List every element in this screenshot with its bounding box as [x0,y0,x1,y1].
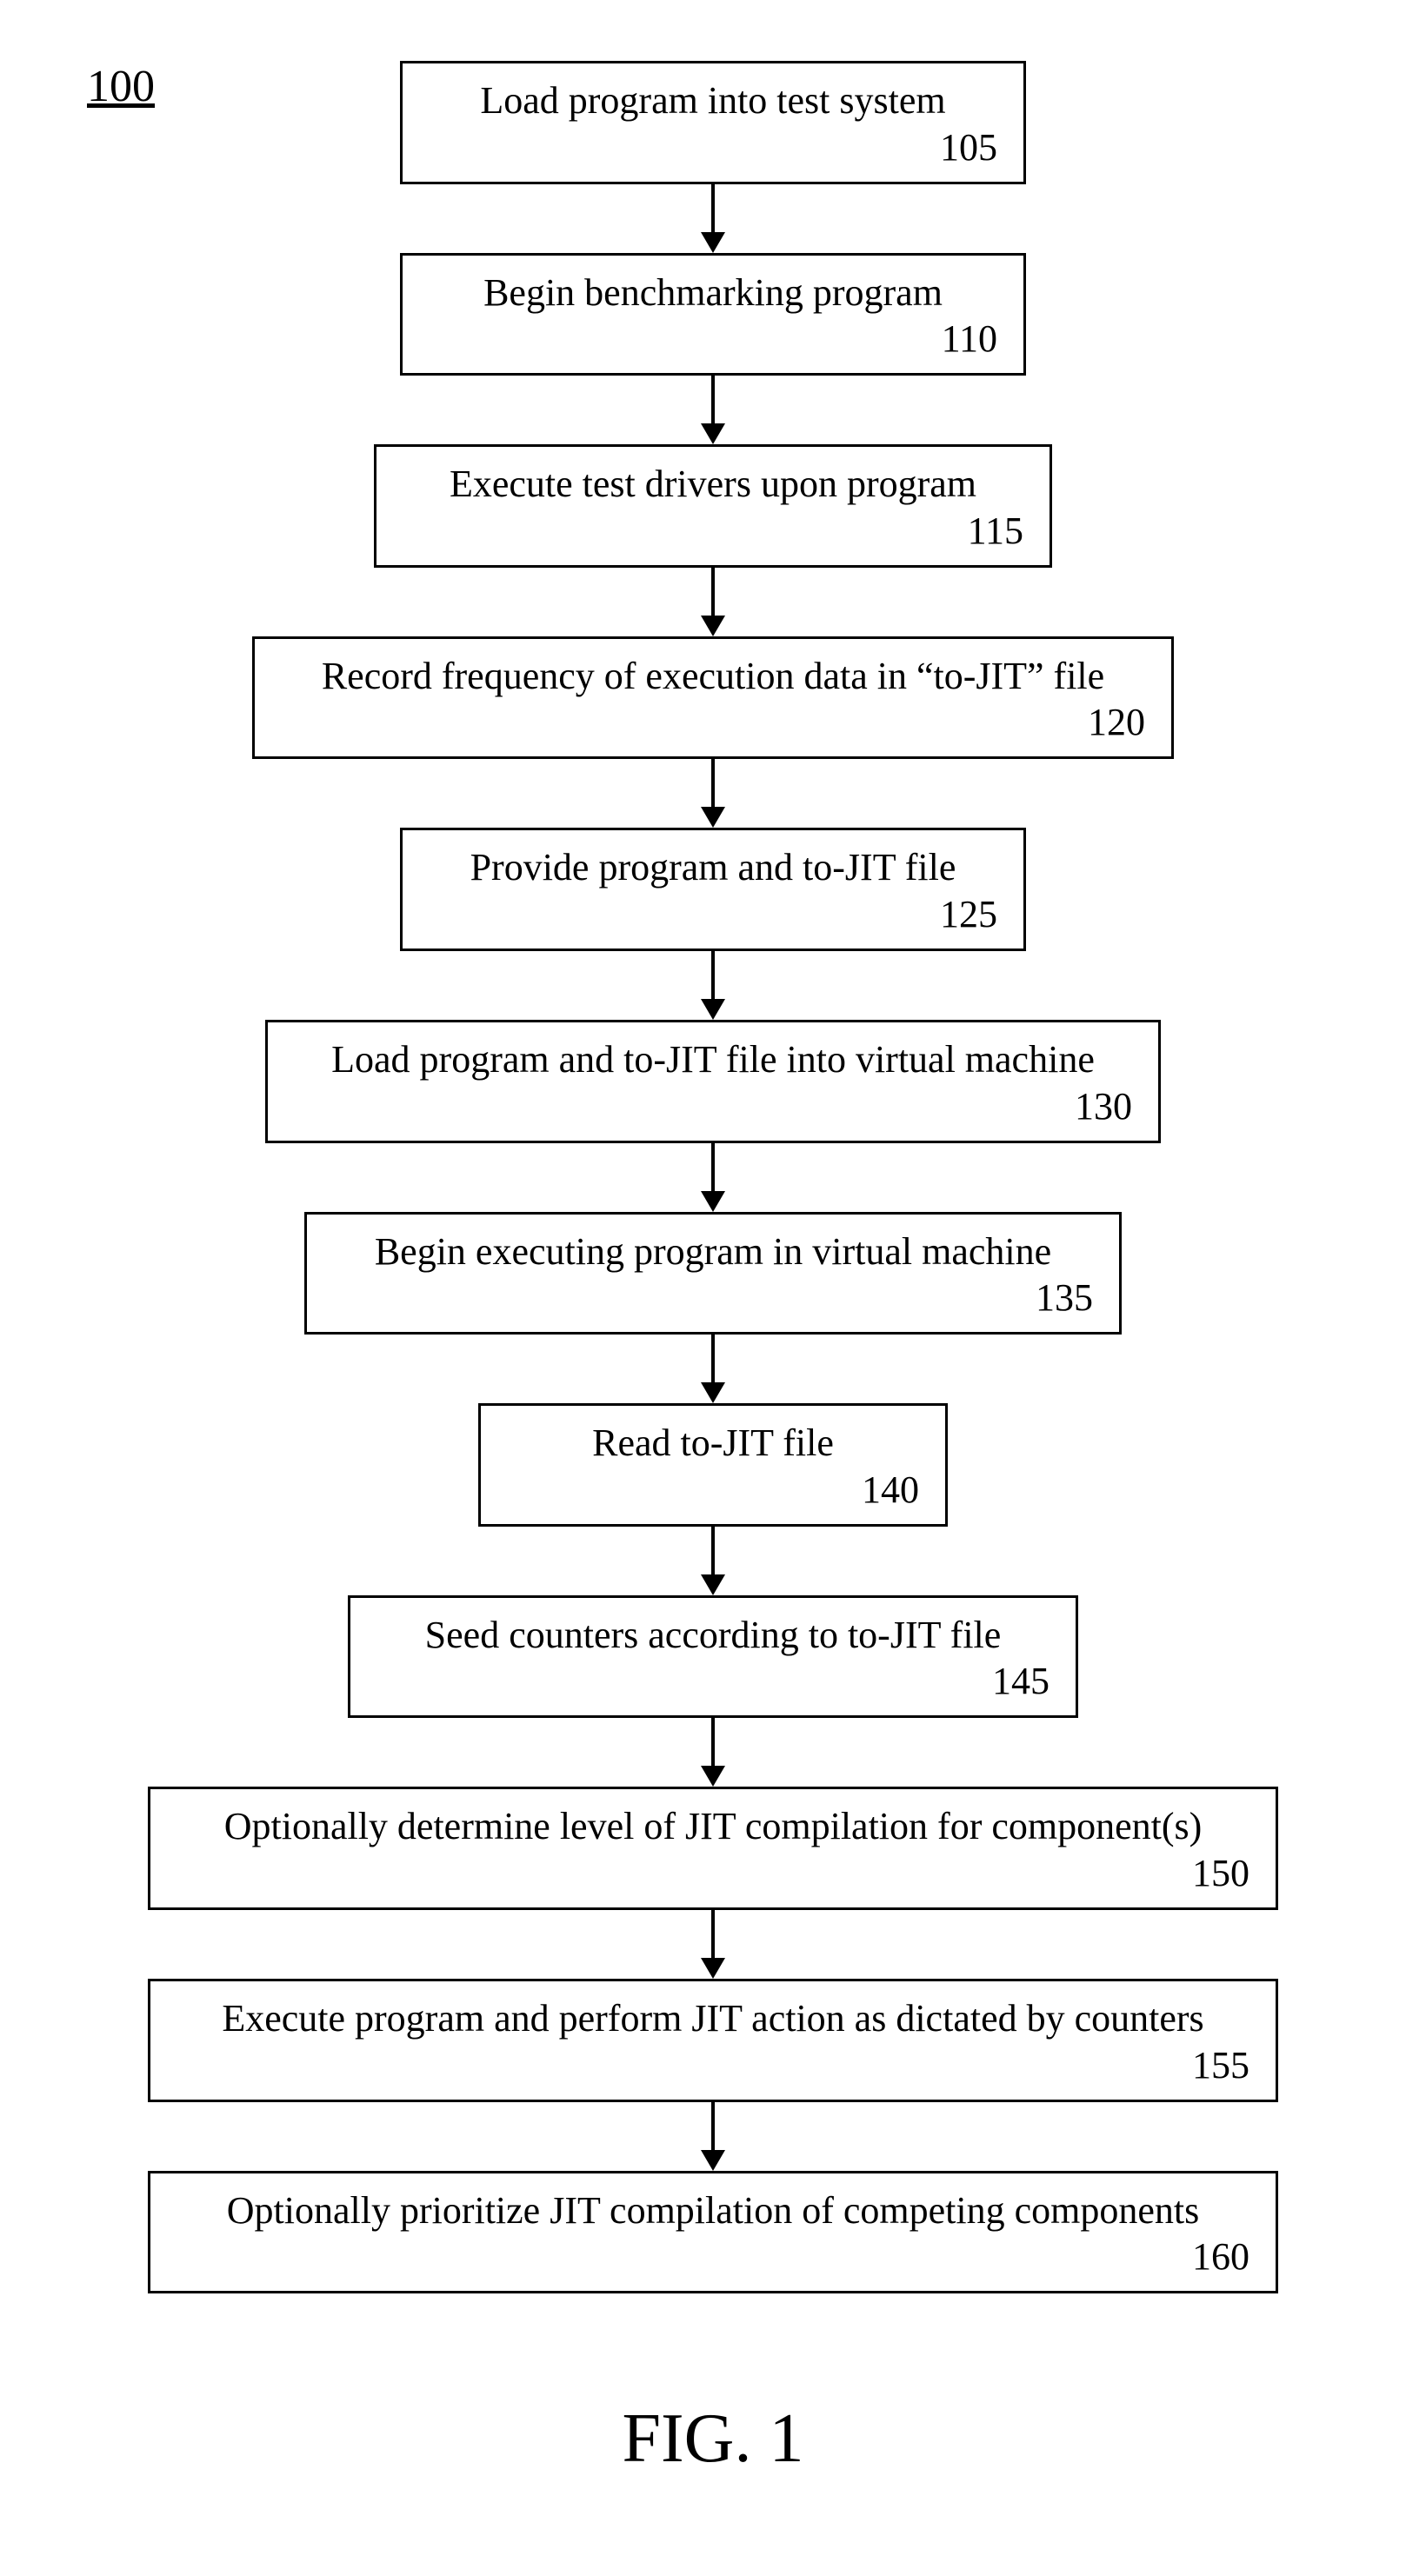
flow-node-label: Record frequency of execution data in “t… [322,655,1104,699]
flow-node-number: 105 [940,125,997,170]
flow-node-label: Seed counters according to to-JIT file [425,1614,1002,1658]
flow-node: Execute program and perform JIT action a… [148,1979,1278,2102]
arrow-down-icon [701,951,725,1020]
figure-number: 100 [87,61,155,112]
flow-node-number: 110 [942,316,997,361]
flow-node: Optionally prioritize JIT compilation of… [148,2171,1278,2294]
arrow-down-icon [701,568,725,636]
arrow-down-icon [701,1335,725,1403]
arrow-down-icon [701,2102,725,2171]
arrow-down-icon [701,1143,725,1212]
flow-node-label: Read to-JIT file [592,1421,834,1466]
arrow-down-icon [701,1527,725,1595]
flow-node-label: Load program and to-JIT file into virtua… [331,1038,1095,1082]
flowchart: Load program into test system105 Begin be… [148,61,1278,2293]
arrow-down-icon [701,759,725,828]
flow-node-number: 125 [940,892,997,936]
flow-node-number: 130 [1075,1084,1132,1128]
arrow-down-icon [701,376,725,444]
flow-node: Begin benchmarking program110 [400,253,1026,376]
arrow-down-icon [701,184,725,253]
page: 100 Load program into test system105 Begi… [0,0,1426,2576]
flow-node-label: Load program into test system [480,79,945,123]
flow-node: Begin executing program in virtual machi… [304,1212,1122,1335]
flow-node: Provide program and to-JIT file125 [400,828,1026,951]
flow-node: Load program and to-JIT file into virtua… [265,1020,1161,1143]
flow-node-number: 140 [862,1468,919,1512]
flow-node-label: Begin executing program in virtual machi… [375,1230,1051,1275]
flow-node: Load program into test system105 [400,61,1026,184]
flow-node-label: Optionally prioritize JIT compilation of… [227,2189,1200,2233]
arrow-down-icon [701,1910,725,1979]
flow-node-number: 150 [1192,1851,1249,1895]
arrow-down-icon [701,1718,725,1787]
flow-node: Record frequency of execution data in “t… [252,636,1174,760]
flow-node: Seed counters according to to-JIT file14… [348,1595,1078,1719]
flow-node: Optionally determine level of JIT compil… [148,1787,1278,1910]
flow-node-number: 155 [1192,2043,1249,2087]
flow-node-number: 160 [1192,2234,1249,2279]
flow-node-label: Provide program and to-JIT file [470,846,956,890]
flow-node-number: 120 [1088,700,1145,744]
figure-caption: FIG. 1 [623,2400,804,2479]
flow-node: Read to-JIT file 140 [478,1403,948,1527]
flow-node-label: Execute test drivers upon program [450,463,976,507]
flow-node-label: Execute program and perform JIT action a… [222,1997,1203,2041]
flow-node-label: Optionally determine level of JIT compil… [224,1805,1203,1849]
flow-node-number: 115 [968,509,1023,553]
flow-node: Execute test drivers upon program115 [374,444,1052,568]
flow-node-number: 145 [992,1659,1050,1703]
flow-node-number: 135 [1036,1275,1093,1320]
flow-node-label: Begin benchmarking program [483,271,943,316]
